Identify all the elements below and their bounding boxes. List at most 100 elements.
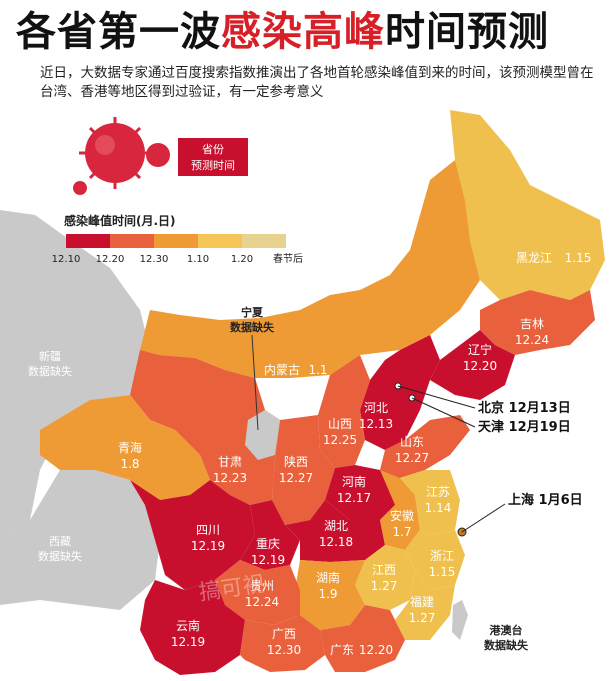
province-guangdong-shape [320,605,405,672]
value-jiangsu: 1.14 [425,501,452,515]
label-liaoning: 辽宁 [468,342,492,357]
province-henan-shape [325,465,400,520]
province-chongqing-shape [240,500,300,570]
value-anhui: 1.7 [392,525,411,539]
label-jilin: 吉林 [520,317,544,331]
label-qinghai: 青海 [118,440,142,455]
label-zhejiang: 浙江 [430,549,454,563]
value-shandong: 12.27 [395,451,429,465]
label-shaanxi: 陕西 [284,454,308,469]
legend-title: 感染峰值时间(月.日) [64,213,176,228]
value-fujian: 1.27 [409,611,436,625]
note-xizang: 数据缺失 [38,549,82,563]
province-hunan-shape [295,560,365,630]
value-zhejiang: 1.15 [429,565,456,579]
legend-swatch-3 [154,234,198,248]
badge-line1: 省份 [202,143,224,156]
label-xizang: 西藏 [49,535,71,548]
province-guizhou-shape [215,560,300,625]
label-ningxia: 宁夏 [241,305,264,319]
legend-tick-5: 1.20 [231,254,253,265]
value-hubei: 12.18 [319,535,353,549]
legend-tick-2: 12.20 [96,254,125,265]
title-suffix: 时间预测 [385,9,549,55]
label-jiangxi: 江西 [372,563,396,577]
label-neimenggu: 内蒙古 [264,362,300,377]
value-guizhou: 12.24 [245,595,279,609]
label-hunan: 湖南 [316,570,340,585]
callout-shanghai: 上海 1月6日 [508,492,583,508]
note-ningxia: 数据缺失 [230,320,275,334]
province-yunnan-shape [140,580,245,675]
label-chongqing: 重庆 [256,537,280,551]
leader-tianjin [411,397,476,428]
value-guangxi: 12.30 [267,643,301,657]
legend: 感染峰值时间(月.日) 12.10 12.20 12.30 1.10 1.20 … [52,213,303,265]
region-taiwan [452,600,468,640]
province-heilongjiang-shape [450,110,605,300]
value-hunan: 1.9 [318,587,337,601]
value-heilongjiang: 1.15 [565,251,592,265]
value-qinghai: 1.8 [120,457,139,471]
china-map: 黑龙江 1.15 吉林 12.24 辽宁 12.20 内蒙古 1.1 河北 12… [0,110,605,675]
value-shanxi: 12.25 [323,433,357,447]
legend-tick-6: 春节后 [273,253,303,265]
province-jiangsu-shape [400,470,460,535]
subtitle: 近日，大数据专家通过百度搜索指数推演出了各地首轮感染峰值到来的时间，该预测模型曾… [40,65,594,100]
region-xizang [0,470,160,610]
province-shanxi-shape [318,355,370,468]
label-shandong: 山东 [400,435,424,449]
province-shaanxi-shape [272,415,335,525]
label-fujian: 福建 [410,594,434,609]
leader-shanghai [461,503,506,533]
province-shandong-shape [380,415,470,478]
province-guangxi-shape [240,615,325,672]
legend-swatch-1 [66,234,110,248]
badge-line2: 预测时间 [191,159,235,172]
value-shaanxi: 12.27 [279,471,313,485]
legend-swatch-2 [110,234,154,248]
value-yunnan: 12.19 [171,635,205,649]
label-hubei: 湖北 [324,518,348,533]
label-heilongjiang: 黑龙江 [516,251,552,265]
value-chongqing: 12.19 [251,553,285,567]
title-prefix: 各省第一波 [16,9,221,55]
note-gangaotai: 数据缺失 [484,638,529,652]
value-hebei: 12.13 [359,417,393,431]
province-gansu-shape [130,350,280,505]
province-qinghai-shape [40,395,210,500]
label-gangaotai: 港澳台 [490,623,523,637]
value-guangdong: 12.20 [359,643,393,657]
value-jiangxi: 1.27 [371,579,398,593]
note-xinjiang: 数据缺失 [28,364,72,378]
legend-tick-4: 1.10 [187,254,209,265]
province-sichuan-shape [130,480,255,590]
value-jilin: 12.24 [515,333,549,347]
label-xinjiang: 新疆 [39,349,61,363]
value-gansu: 12.23 [213,471,247,485]
label-shanxi: 山西 [328,417,352,431]
value-sichuan: 12.19 [191,539,225,553]
label-guangxi: 广西 [272,627,296,641]
label-guangdong: 广东 [330,643,354,657]
province-liaoning-shape [430,330,515,400]
label-guizhou: 贵州 [250,579,274,593]
region-west-missing [0,210,150,540]
label-gansu: 甘肃 [218,455,242,469]
page-title: 各省第一波感染高峰时间预测 [16,6,606,58]
legend-swatch-5 [242,234,286,248]
value-henan: 12.17 [337,491,371,505]
province-neimenggu-shape [140,160,480,378]
legend-tick-3: 12.30 [140,254,169,265]
legend-swatch-4 [198,234,242,248]
province-jilin-shape [480,290,595,355]
label-henan: 河南 [342,474,366,489]
virus-illustration [73,117,170,195]
province-jiangxi-shape [355,545,415,610]
callout-beijing: 北京 12月13日 [478,400,571,416]
province-hubei-shape [285,500,385,562]
title-highlight: 感染高峰 [221,9,385,55]
legend-tick-1: 12.10 [52,254,81,265]
province-ningxia-shape [245,410,280,460]
